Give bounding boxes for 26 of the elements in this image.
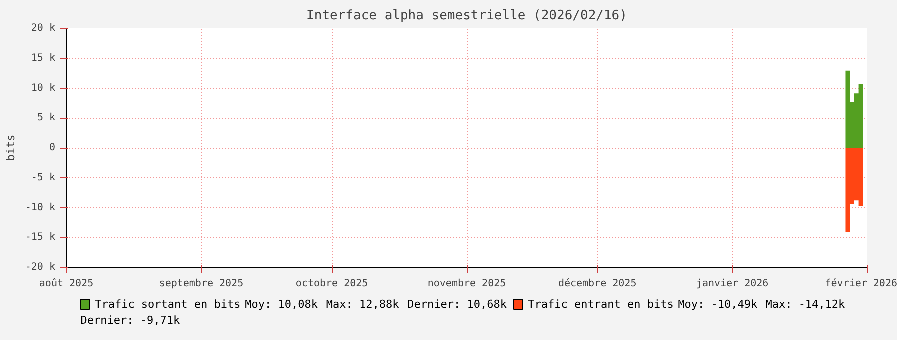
y-tick-label: -5 k: [31, 172, 56, 184]
text: Max: 12,88k: [326, 298, 400, 311]
y-tick-label: -15 k: [25, 232, 56, 244]
y-tick-label: 0: [49, 142, 56, 154]
x-tick-label: décembre 2025: [558, 278, 637, 290]
text: Moy: 10,08k: [245, 298, 318, 311]
legend-label: Trafic entrant en bits: [528, 298, 674, 311]
y-tick-label: -20 k: [25, 262, 56, 273]
text: Dernier: -9,71k: [80, 314, 181, 327]
y-tick-label: 15 k: [31, 52, 56, 64]
y-tick-label: -10 k: [25, 202, 56, 214]
x-tick-label: février 2026: [825, 278, 897, 290]
text: Dernier: 10,68k: [408, 298, 508, 311]
y-tick-label: 5 k: [37, 112, 56, 124]
text: Max: -14,12k: [766, 298, 846, 311]
x-tick-label: janvier 2026: [696, 278, 769, 290]
text: Moy: -10,49k: [678, 298, 758, 311]
y-tick-label: 20 k: [31, 23, 56, 34]
chart-title: Interface alpha semestrielle (2026/02/16): [306, 8, 628, 24]
legend-label: Trafic sortant en bits: [95, 298, 241, 311]
x-tick-label: novembre 2025: [428, 278, 506, 290]
x-tick-label: août 2025: [39, 278, 94, 290]
x-tick-label: septembre 2025: [159, 278, 244, 290]
y-tick-label: 10 k: [31, 82, 56, 94]
y-axis-title: bits: [4, 134, 18, 162]
x-tick-label: octobre 2025: [296, 278, 368, 290]
